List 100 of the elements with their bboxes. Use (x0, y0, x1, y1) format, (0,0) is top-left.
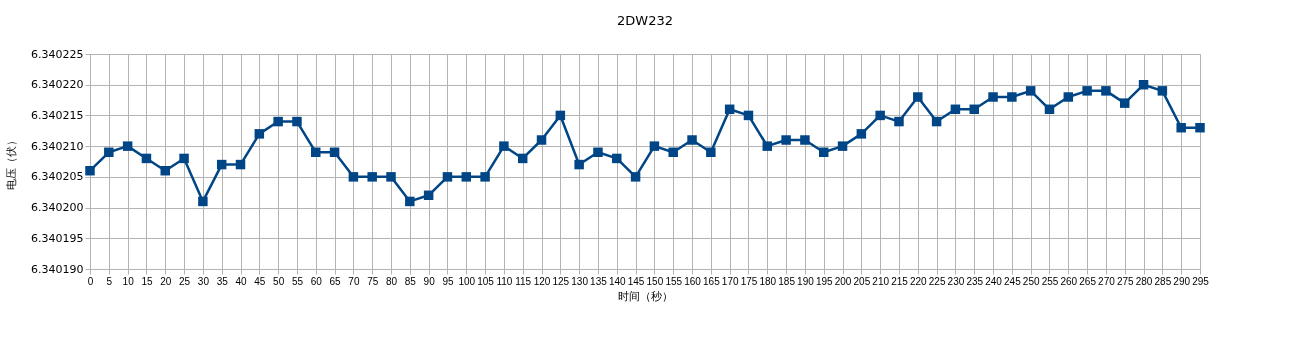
point (1007, 92, 1017, 102)
y-tick-label: 6.340200 (31, 201, 84, 215)
point (931, 116, 942, 127)
x-tick-label: 290 (1173, 275, 1191, 287)
point (1044, 104, 1055, 115)
point (480, 172, 490, 182)
x-tick-label: 155 (665, 275, 683, 287)
x-tick-label: 225 (928, 275, 946, 287)
point (273, 116, 283, 127)
x-tick-label: 140 (608, 275, 627, 287)
x-tick-label: 200 (834, 275, 852, 287)
x-tick-label: 270 (1098, 275, 1116, 287)
x-tick-label: 170 (721, 275, 739, 287)
point (724, 104, 735, 115)
x-tick-label: 15 (141, 275, 153, 287)
y-tick-label: 6.340225 (31, 47, 84, 61)
x-tick-label: 50 (273, 275, 285, 287)
point (536, 135, 547, 145)
x-tick-label: 60 (310, 275, 323, 287)
x-tick-label: 130 (571, 275, 589, 287)
point (649, 141, 660, 151)
x-tick-label: 80 (385, 275, 398, 287)
point (311, 147, 321, 158)
x-tick-label: 95 (442, 275, 454, 287)
point (348, 172, 359, 182)
x-tick-label: 145 (627, 275, 645, 287)
point (818, 147, 829, 158)
point (198, 196, 208, 207)
x-tick-label: 215 (891, 275, 909, 287)
point (856, 129, 867, 139)
point (894, 116, 904, 127)
point (122, 141, 133, 151)
x-tick-label: 165 (703, 275, 721, 287)
x-tick-label: 280 (1135, 275, 1153, 287)
x-tick-label: 185 (778, 275, 796, 287)
point (630, 172, 641, 182)
point (555, 110, 566, 121)
point (85, 165, 95, 176)
x-tick-label: 120 (533, 275, 551, 287)
point (762, 141, 773, 151)
point (1120, 98, 1130, 108)
x-tick-label: 180 (759, 275, 777, 287)
point (988, 92, 998, 102)
point (405, 196, 415, 207)
point (1101, 86, 1111, 96)
point (706, 147, 716, 158)
x-tick-label: 190 (797, 275, 815, 287)
x-tick-label: 265 (1079, 275, 1097, 287)
point (216, 159, 227, 170)
x-tick-label: 295 (1192, 275, 1210, 287)
x-tick-label: 45 (254, 275, 266, 287)
point (1176, 122, 1186, 133)
x-tick-label: 210 (872, 275, 890, 287)
point (1082, 86, 1092, 96)
point (969, 104, 979, 115)
chart-title: 2DW232 (617, 13, 673, 28)
x-tick-label: 20 (160, 275, 172, 287)
point (913, 92, 923, 102)
x-tick-label: 75 (367, 275, 379, 287)
point (612, 153, 622, 164)
x-tick-label: 240 (985, 275, 1003, 287)
point (1195, 122, 1205, 133)
point (442, 172, 453, 182)
x-tick-label: 90 (423, 275, 436, 287)
point (668, 147, 678, 158)
point (574, 159, 584, 170)
x-tick-label: 250 (1022, 275, 1040, 287)
x-tick-label: 205 (853, 275, 871, 287)
x-tick-label: 220 (909, 275, 928, 287)
x-tick-label: 65 (329, 275, 342, 287)
x-tick-label: 175 (740, 275, 758, 287)
point (292, 116, 302, 127)
x-tick-label: 230 (947, 275, 965, 287)
x-tick-label: 30 (197, 275, 210, 287)
y-tick-label: 6.340190 (31, 262, 84, 276)
x-tick-label: 275 (1116, 275, 1135, 287)
x-tick-label: 255 (1041, 275, 1059, 287)
x-tick-label: 35 (216, 275, 229, 287)
x-axis-title: 时间（秒） (618, 289, 673, 303)
x-tick-label: 115 (515, 275, 532, 287)
point (461, 172, 472, 182)
point (235, 159, 246, 170)
x-tick-label: 105 (477, 275, 495, 287)
x-tick-label: 285 (1154, 275, 1172, 287)
y-tick-label: 6.340205 (31, 170, 84, 184)
x-tick-label: 245 (1004, 275, 1022, 287)
x-tick-label: 150 (646, 275, 664, 287)
x-tick-label: 5 (106, 275, 113, 287)
point (743, 110, 754, 121)
x-tick-label: 70 (348, 275, 360, 287)
point (141, 153, 152, 164)
x-tick-label: 125 (552, 275, 570, 287)
point (386, 172, 396, 182)
point (950, 104, 961, 115)
x-tick-label: 25 (179, 275, 191, 287)
point (499, 141, 509, 151)
x-tick-label: 85 (404, 275, 417, 287)
y-tick-label: 6.340210 (31, 139, 84, 153)
point (781, 135, 791, 145)
point (254, 129, 265, 139)
